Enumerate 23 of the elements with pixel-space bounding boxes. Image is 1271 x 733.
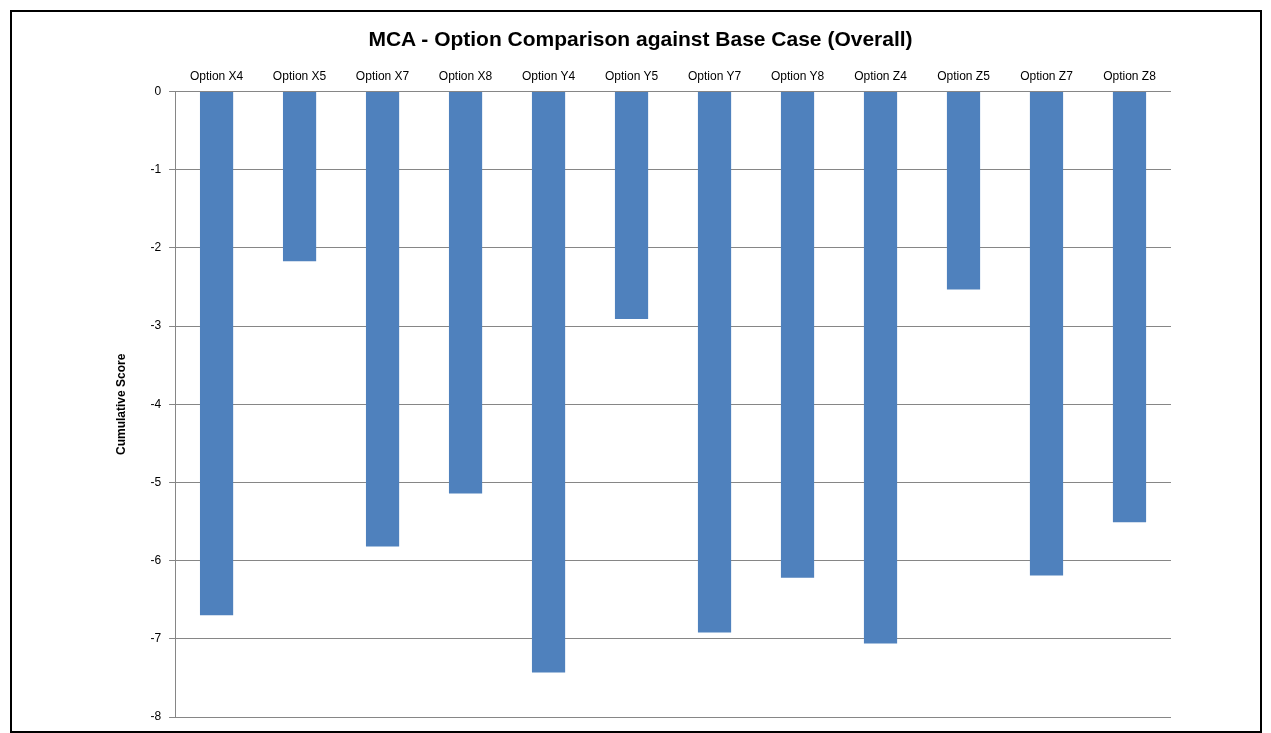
y-axis-title: Cumulative Score <box>113 353 128 455</box>
x-tick-label: Option Y4 <box>521 68 576 83</box>
x-tick-label: Option Z7 <box>1020 68 1074 83</box>
y-tick-label: -5 <box>150 474 162 489</box>
y-tick-label: -2 <box>150 240 162 255</box>
y-tick-label: -1 <box>150 162 162 177</box>
x-tick-label: Option X5 <box>272 68 327 83</box>
y-tick-label: -7 <box>150 631 162 646</box>
y-tick-label: -3 <box>150 318 162 333</box>
x-tick-label: Option X8 <box>438 68 493 83</box>
y-tick-label: -8 <box>150 709 162 724</box>
y-tick-label: 0 <box>154 83 162 98</box>
x-tick-label: Option Y7 <box>687 68 742 83</box>
x-tick-label: Option X4 <box>189 68 244 83</box>
x-tick-label: Option Z5 <box>937 68 991 83</box>
x-tick-label: Option Y8 <box>770 68 825 83</box>
x-tick-label: Option X7 <box>355 68 410 83</box>
y-tick-label: -4 <box>150 396 162 411</box>
chart-title: MCA - Option Comparison against Base Case (Overall) <box>368 27 913 51</box>
x-tick-label: Option Z8 <box>1103 68 1157 83</box>
x-tick-label: Option Z4 <box>854 68 908 83</box>
x-tick-label: Option Y5 <box>604 68 659 83</box>
y-tick-label: -6 <box>150 552 162 567</box>
